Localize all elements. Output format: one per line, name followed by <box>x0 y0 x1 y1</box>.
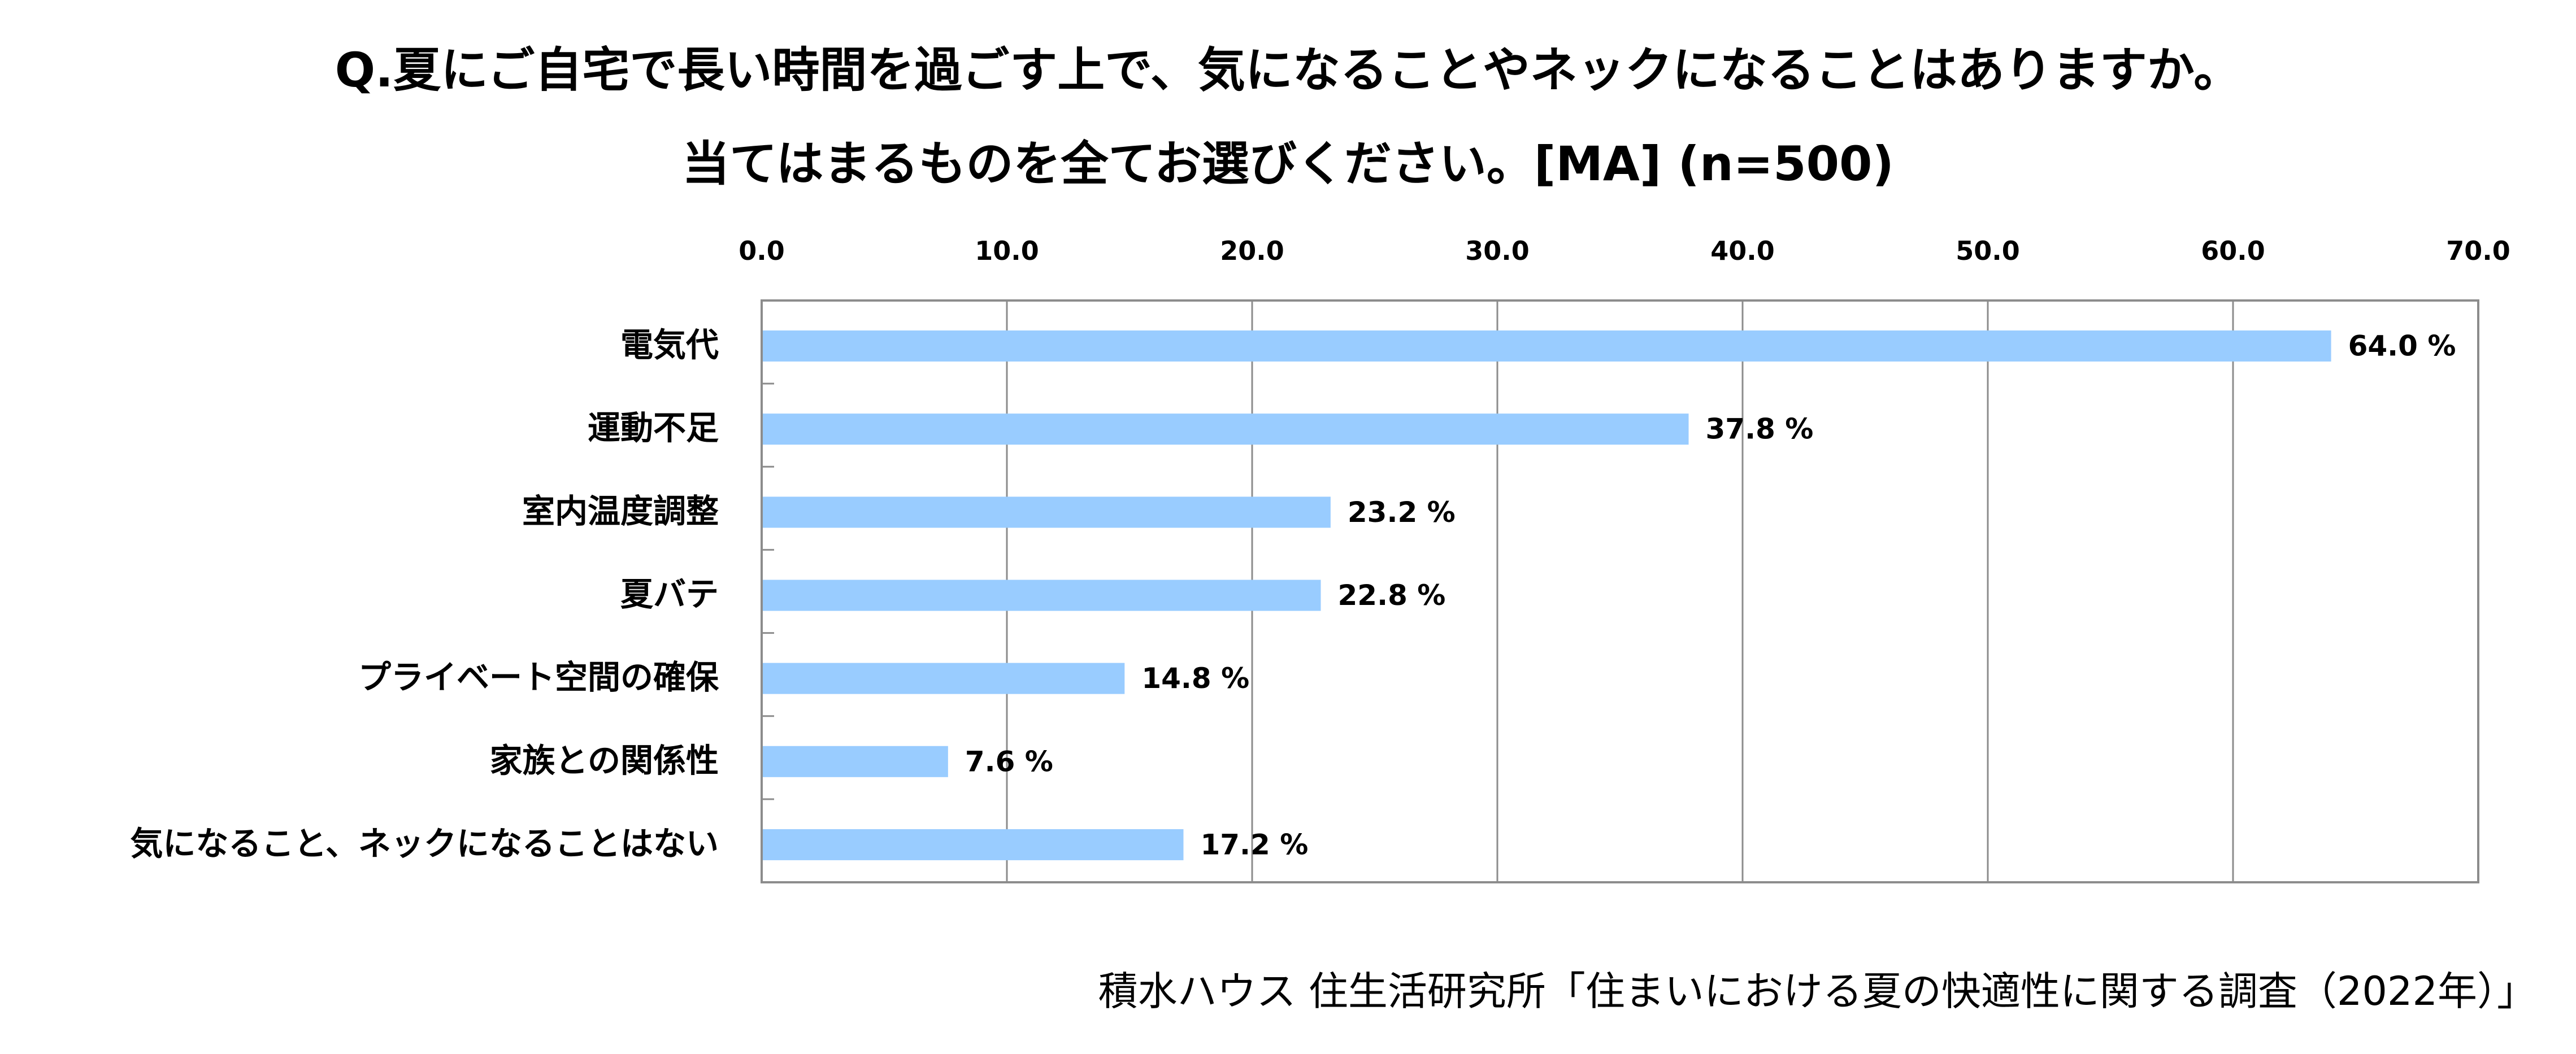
source-note: 積水ハウス 住生活研究所「住まいにおける夏の快適性に関する調査（2022年）」 <box>1098 968 2536 1014</box>
data-label: 7.6 % <box>965 745 1053 778</box>
x-axis-tick-labels: 0.0 10.0 20.0 30.0 40.0 50.0 60.0 70.0 <box>739 236 2510 266</box>
category-label: 室内温度調整 <box>522 492 719 530</box>
x-tick-label: 40.0 <box>1710 236 1775 266</box>
data-label: 64.0 % <box>2348 330 2456 363</box>
category-label: 夏バテ <box>620 575 719 613</box>
bar <box>762 496 1331 528</box>
plot-border <box>761 299 2479 883</box>
category-labels: 電気代運動不足室内温度調整夏バテプライベート空間の確保家族との関係性気になること… <box>130 326 719 863</box>
chart-title: Q.夏にご自宅で長い時間を過ごす上で、気になることやネックになることはありますか… <box>335 42 2241 98</box>
x-tick-label: 30.0 <box>1465 236 1530 266</box>
bar <box>762 330 2331 362</box>
x-tick-label: 0.0 <box>739 236 785 266</box>
x-tick-label: 10.0 <box>975 236 1039 266</box>
category-label: プライベート空間の確保 <box>358 658 719 696</box>
category-label: 電気代 <box>620 326 719 364</box>
bar <box>762 413 1689 445</box>
category-label: 家族との関係性 <box>490 741 719 779</box>
x-tick-label: 70.0 <box>2446 236 2510 266</box>
data-label: 14.8 % <box>1141 662 1249 695</box>
bar <box>762 746 948 777</box>
data-label: 37.8 % <box>1706 413 1814 446</box>
data-label: 23.2 % <box>1348 496 1456 529</box>
category-label: 運動不足 <box>588 409 719 447</box>
plot-frame <box>761 299 2479 883</box>
x-tick-label: 60.0 <box>2201 236 2265 266</box>
category-label: 気になること、ネックになることはない <box>130 824 719 863</box>
bars <box>762 330 2331 860</box>
bar <box>762 663 1125 694</box>
x-tick-label: 20.0 <box>1220 236 1284 266</box>
data-label: 22.8 % <box>1338 579 1446 612</box>
x-tick-label: 50.0 <box>1956 236 2020 266</box>
bar <box>762 580 1321 611</box>
data-label: 17.2 % <box>1200 828 1308 861</box>
data-labels: 64.0 % 37.8 % 23.2 % 22.8 % 14.8 % 7.6 % 17.2 … <box>965 330 2456 861</box>
bar <box>762 829 1184 860</box>
chart-subtitle: 当てはまるものを全てお選びください。[MA] (n=500) <box>682 136 1894 191</box>
